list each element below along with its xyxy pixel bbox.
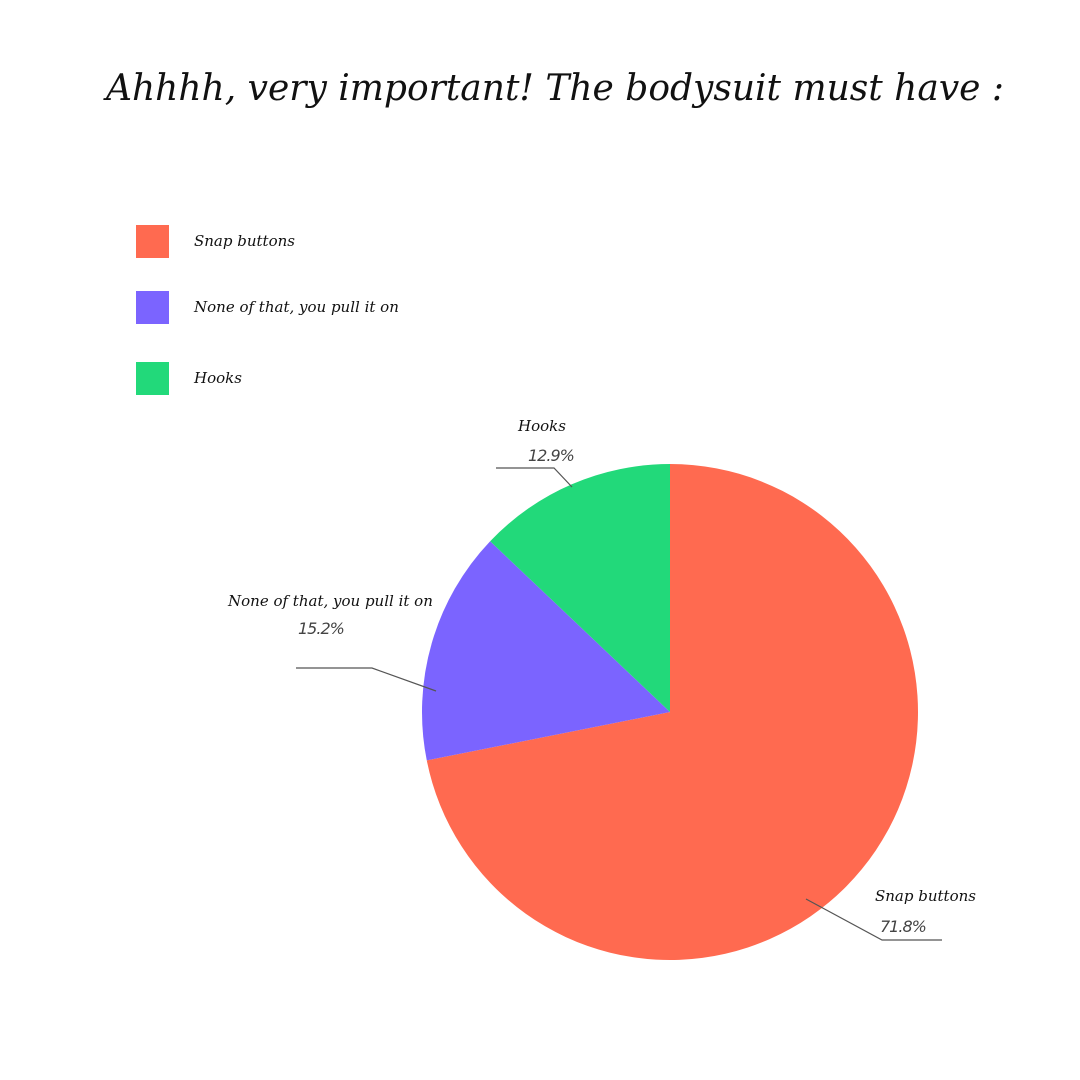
chart-title: Ahhhh, very important! The bodysuit must… (106, 68, 1005, 109)
slice-value-label-2: 12.9% (528, 446, 574, 465)
legend-item-snap-buttons: Snap buttons (136, 224, 295, 258)
legend-swatch (136, 290, 169, 324)
legend-swatch (136, 361, 169, 395)
slice-value-label-1: 15.2% (298, 619, 344, 638)
slice-value-label-0: 71.8% (880, 917, 926, 936)
slice-label-1: None of that, you pull it on (227, 592, 433, 610)
legend-item-hooks: Hooks (136, 361, 242, 395)
slice-label-0: Snap buttons (875, 887, 976, 905)
pie-slice-0 (426, 464, 918, 960)
leader-line-1 (296, 667, 437, 692)
slice-label-2: Hooks (517, 417, 566, 435)
pie-slice-1 (422, 541, 670, 761)
leader-line-0 (805, 898, 942, 941)
legend-item-none: None of that, you pull it on (136, 290, 399, 324)
legend-label: Hooks (194, 369, 242, 387)
legend-label: None of that, you pull it on (194, 298, 399, 316)
leader-line-2 (496, 467, 573, 488)
pie-slice-2 (490, 464, 670, 712)
legend-label: Snap buttons (194, 232, 295, 250)
legend-swatch (136, 224, 169, 258)
